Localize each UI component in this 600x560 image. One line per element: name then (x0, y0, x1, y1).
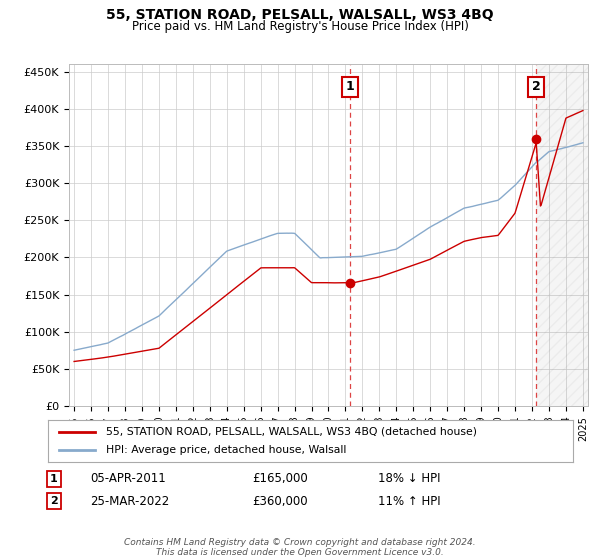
Text: 1: 1 (346, 80, 355, 93)
Text: 11% ↑ HPI: 11% ↑ HPI (378, 494, 440, 508)
Text: £360,000: £360,000 (252, 494, 308, 508)
Text: 55, STATION ROAD, PELSALL, WALSALL, WS3 4BQ (detached house): 55, STATION ROAD, PELSALL, WALSALL, WS3 … (106, 427, 477, 437)
Text: £165,000: £165,000 (252, 472, 308, 486)
Text: 1: 1 (50, 474, 58, 484)
Text: Price paid vs. HM Land Registry's House Price Index (HPI): Price paid vs. HM Land Registry's House … (131, 20, 469, 32)
Text: 18% ↓ HPI: 18% ↓ HPI (378, 472, 440, 486)
Text: 2: 2 (532, 80, 541, 93)
Text: HPI: Average price, detached house, Walsall: HPI: Average price, detached house, Wals… (106, 445, 346, 455)
Text: 25-MAR-2022: 25-MAR-2022 (90, 494, 169, 508)
Text: 2: 2 (50, 496, 58, 506)
Text: 05-APR-2011: 05-APR-2011 (90, 472, 166, 486)
Bar (536, 64, 588, 406)
Text: Contains HM Land Registry data © Crown copyright and database right 2024.
This d: Contains HM Land Registry data © Crown c… (124, 538, 476, 557)
Text: 55, STATION ROAD, PELSALL, WALSALL, WS3 4BQ: 55, STATION ROAD, PELSALL, WALSALL, WS3 … (106, 8, 494, 22)
